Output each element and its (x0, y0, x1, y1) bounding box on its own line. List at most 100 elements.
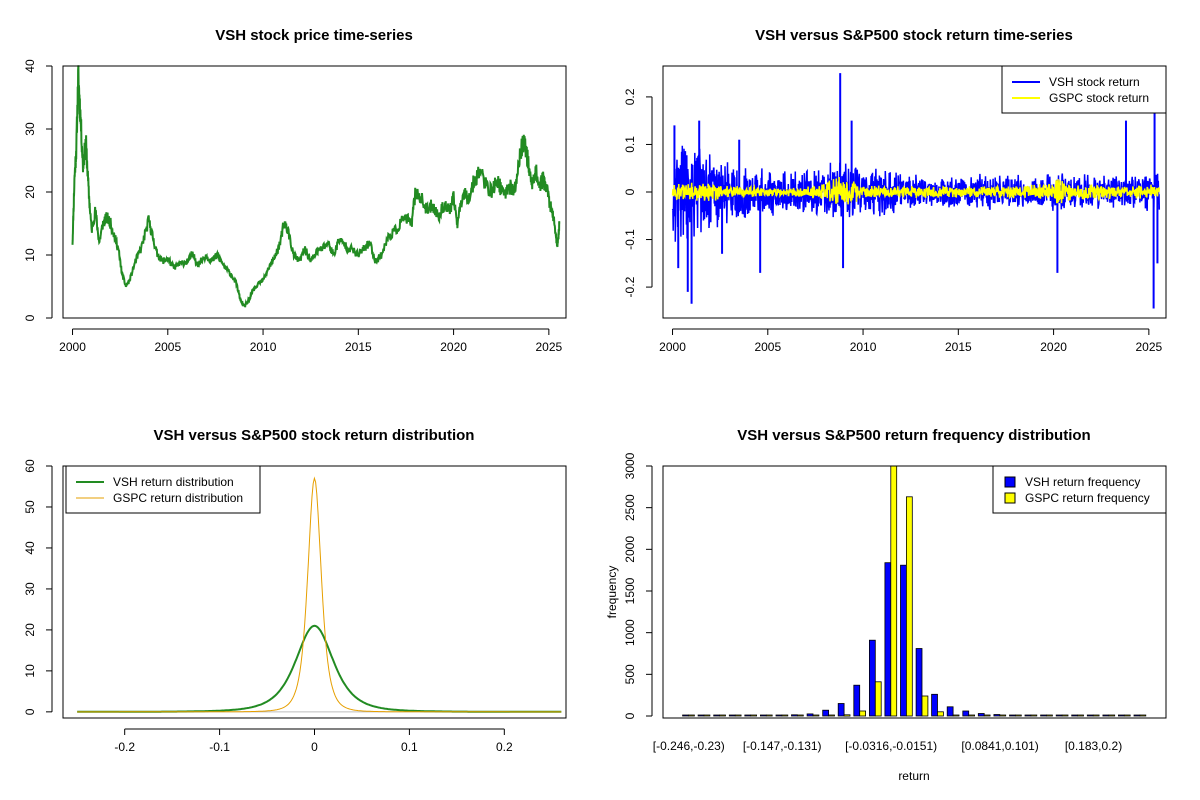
gspc-frequency-bar (1092, 714, 1100, 717)
gspc-frequency-bar (828, 714, 835, 717)
gspc-frequency-bar (890, 465, 898, 717)
legend: VSH return frequency GSPC return frequen… (992, 465, 1167, 514)
chart-title: VSH versus S&P500 stock return time-seri… (755, 27, 1073, 44)
x-tick-label: 2020 (440, 340, 467, 354)
vsh-frequency-bar (884, 562, 892, 717)
x-tick-label: 2015 (945, 340, 972, 354)
x-tick-label: 2025 (1136, 340, 1163, 354)
gspc-frequency-bar (1061, 714, 1069, 717)
gspc-frequency-bar (765, 714, 773, 717)
vsh-frequency-bar (977, 713, 985, 717)
gspc-frequency-bar (703, 714, 711, 717)
plot-frame (62, 65, 567, 319)
gspc-frequency-bar (688, 714, 695, 717)
gspc-frequency-bar (999, 714, 1007, 717)
gspc-return-line (671, 176, 1161, 205)
vsh-return-line (671, 145, 1161, 242)
gspc-frequency-bar (952, 714, 960, 717)
vsh-frequency-bar (682, 714, 689, 717)
vsh-frequency-bar (962, 710, 970, 717)
gspc-frequency-bar (750, 714, 758, 717)
vsh-frequency-bar (697, 714, 705, 717)
x-tick-label: 2025 (536, 340, 563, 354)
vsh-frequency-bar (1071, 714, 1078, 717)
y-tick-label: 20 (23, 185, 37, 199)
plot-frame (662, 465, 1167, 719)
legend-swatch-vsh (1004, 476, 1016, 488)
price-line (71, 65, 561, 308)
stock-price-panel: VSH stock price time-series 2000 2005 2010… (23, 27, 567, 354)
vsh-frequency-bar (1055, 714, 1063, 717)
legend-label-gspc: GSPC return frequency (1025, 491, 1150, 505)
x-tick-label: 2005 (154, 340, 181, 354)
vsh-frequency-bar (1102, 714, 1110, 717)
y-tick-label: 3000 (623, 452, 637, 479)
y-tick-label: 10 (23, 664, 37, 678)
frequency-histogram-panel: VSH versus S&P500 return frequency distr… (605, 427, 1167, 783)
vsh-frequency-bar (946, 706, 954, 717)
y-tick-label: 0 (23, 708, 37, 715)
vsh-frequency-bar (915, 648, 923, 717)
y-tick-label: 0.2 (623, 88, 637, 105)
gspc-frequency-bar (1077, 714, 1084, 717)
y-tick-label: 0.1 (623, 136, 637, 153)
x-tick-label: 2010 (850, 340, 877, 354)
vsh-frequency-bar (728, 714, 736, 717)
x-tick-label: -0.1 (209, 740, 230, 754)
y-tick-label: 20 (23, 623, 37, 637)
chart-title: VSH stock price time-series (215, 27, 413, 44)
x-tick-label: 2000 (659, 340, 686, 354)
vsh-frequency-bar (993, 714, 1001, 717)
gspc-frequency-bar (983, 714, 991, 717)
gspc-frequency-bar (1108, 714, 1116, 717)
gspc-frequency-bar (781, 714, 789, 717)
legend-label-gspc: GSPC return distribution (113, 491, 243, 505)
gspc-frequency-bar (734, 714, 742, 717)
gspc-frequency-bar (1123, 714, 1131, 717)
x-tick-label: 2000 (59, 340, 86, 354)
y-tick-label: 2500 (623, 494, 637, 521)
x-axis-label: return (898, 769, 929, 783)
y-tick-label: 0 (23, 314, 37, 321)
legend-label-vsh: VSH stock return (1049, 75, 1140, 89)
gspc-frequency-bar (968, 714, 976, 717)
gspc-frequency-bar (874, 681, 882, 717)
vsh-frequency-bar (1009, 714, 1016, 717)
y-tick-label: -0.1 (623, 229, 637, 250)
vsh-frequency-bar (931, 693, 938, 717)
plot-frame (662, 65, 1167, 319)
vsh-frequency-bar (1118, 714, 1125, 717)
vsh-frequency-bar (869, 639, 876, 717)
y-tick-label: 500 (623, 664, 637, 684)
x-tick-label: 2010 (250, 340, 277, 354)
plot-frame (62, 465, 567, 719)
x-tick-label: 0.1 (401, 740, 418, 754)
x-tick-label: 2020 (1040, 340, 1067, 354)
y-axis-label: frequency (605, 566, 619, 619)
legend-box (1001, 65, 1167, 114)
legend-swatch-gspc (1004, 492, 1016, 504)
legend: VSH return distribution GSPC return dist… (65, 465, 261, 514)
chart-title: VSH versus S&P500 stock return distribut… (154, 427, 475, 444)
x-tick-label: 0 (311, 740, 318, 754)
y-tick-label: 1500 (623, 577, 637, 604)
x-category-label: [-0.246,-0.23) (653, 739, 725, 753)
legend-label-gspc: GSPC stock return (1049, 91, 1149, 105)
return-distribution-panel: VSH versus S&P500 stock return distribut… (23, 427, 567, 754)
y-tick-label: 0 (623, 712, 637, 719)
x-category-label: [0.0841,0.101) (961, 739, 1038, 753)
legend-box (65, 465, 261, 514)
vsh-frequency-bar (713, 714, 721, 717)
x-tick-label: 2005 (754, 340, 781, 354)
gspc-frequency-bar (1030, 714, 1038, 717)
vsh-frequency-bar (853, 684, 861, 717)
y-tick-label: 10 (23, 248, 37, 262)
gspc-frequency-bar (1139, 714, 1147, 717)
x-category-label: [-0.147,-0.131) (743, 739, 822, 753)
legend: VSH stock return GSPC stock return (1001, 65, 1167, 114)
legend-label-vsh: VSH return distribution (113, 475, 234, 489)
vsh-frequency-bar (822, 709, 830, 717)
vsh-frequency-bar (791, 714, 798, 717)
